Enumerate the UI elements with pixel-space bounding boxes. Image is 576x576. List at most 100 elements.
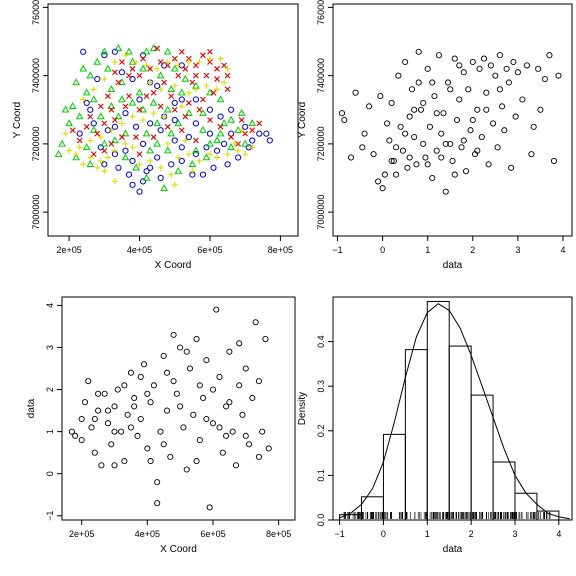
data-point (485, 161, 492, 168)
data-point (86, 160, 95, 168)
data-point (154, 65, 161, 72)
data-point (142, 129, 151, 137)
data-point (490, 120, 497, 127)
data-point (124, 411, 131, 418)
data-point (72, 432, 79, 439)
data-point (100, 139, 109, 147)
data-point (266, 137, 273, 144)
data-point (435, 52, 443, 59)
data-point (366, 103, 373, 110)
data-point (150, 134, 157, 140)
data-point (131, 394, 138, 402)
data-point (147, 120, 154, 127)
data-point (458, 144, 465, 151)
data-point (95, 407, 102, 414)
data-point (377, 93, 384, 100)
data-point (255, 453, 262, 460)
data-point (154, 500, 161, 507)
data-point (203, 357, 210, 364)
data-point (469, 116, 476, 124)
data-point (221, 62, 227, 69)
data-point (217, 55, 224, 62)
data-point (460, 69, 467, 76)
data-point (154, 479, 161, 486)
data-point (424, 161, 431, 168)
data-point (76, 144, 83, 151)
data-point (182, 137, 189, 144)
x-tick-label: 4 (560, 245, 565, 255)
y-tick-label: 7000000 (31, 195, 41, 230)
data-point (164, 140, 171, 147)
chart-panel-3: 2e+05 4e+05 6e+05 8e+05 −1 0 1 2 3 4 X Coord data (26, 296, 296, 555)
data-point (537, 106, 544, 113)
data-point (449, 157, 456, 164)
data-point (78, 437, 85, 444)
data-point (94, 164, 101, 171)
data-point (192, 72, 199, 79)
data-point (462, 168, 470, 175)
data-point (108, 140, 115, 147)
data-point (224, 65, 231, 72)
data-point (54, 149, 63, 157)
data-point (417, 106, 424, 113)
data-point (80, 161, 87, 168)
data-point (97, 134, 104, 141)
data-point (200, 52, 206, 59)
data-point (139, 52, 147, 59)
data-point (381, 171, 388, 178)
histogram-bar (470, 394, 494, 521)
data-point (104, 407, 111, 414)
chart-panel-2: −1 0 1 2 3 4 7000000 7200000 7400000 7600000 data Y… (297, 0, 573, 271)
data-point (170, 331, 177, 338)
data-point (111, 59, 118, 65)
data-point (246, 441, 253, 448)
data-point (241, 139, 250, 147)
x-tick-label: 1 (425, 529, 430, 539)
data-point (438, 154, 445, 161)
data-point (399, 147, 406, 154)
data-point (379, 185, 386, 192)
data-point (157, 164, 164, 171)
data-point (185, 100, 192, 106)
data-point (153, 139, 162, 147)
data-point (249, 144, 256, 151)
data-point (177, 403, 184, 410)
data-point (87, 106, 94, 113)
data-point (415, 79, 422, 86)
data-point (90, 86, 97, 93)
y-axis-label: data (26, 398, 37, 418)
y-tick-label: −1 (45, 511, 55, 521)
data-point (129, 75, 136, 83)
data-point (265, 445, 272, 452)
data-point (125, 47, 133, 55)
data-point (153, 119, 162, 127)
data-point (438, 130, 445, 137)
data-point (161, 113, 168, 120)
data-point (164, 62, 171, 69)
data-point (111, 147, 118, 154)
data-point (546, 52, 553, 59)
data-point (163, 369, 171, 376)
data-point (519, 96, 526, 103)
data-point (206, 151, 213, 158)
data-point (207, 48, 213, 55)
data-point (144, 445, 151, 452)
data-point (510, 58, 517, 66)
data-point (118, 78, 126, 86)
data-point (154, 45, 161, 52)
data-point (236, 340, 243, 347)
data-point (119, 59, 125, 65)
histogram-bar (426, 300, 450, 521)
data-point (171, 116, 178, 124)
data-point (530, 123, 537, 130)
data-point (111, 123, 119, 130)
data-point (200, 96, 206, 103)
data-point (58, 139, 66, 147)
data-point (242, 130, 249, 137)
data-point (163, 407, 171, 414)
x-tick-label: 2 (470, 245, 475, 255)
data-point (140, 55, 146, 62)
data-point (78, 415, 85, 423)
data-point (224, 86, 231, 93)
data-point (494, 144, 501, 151)
